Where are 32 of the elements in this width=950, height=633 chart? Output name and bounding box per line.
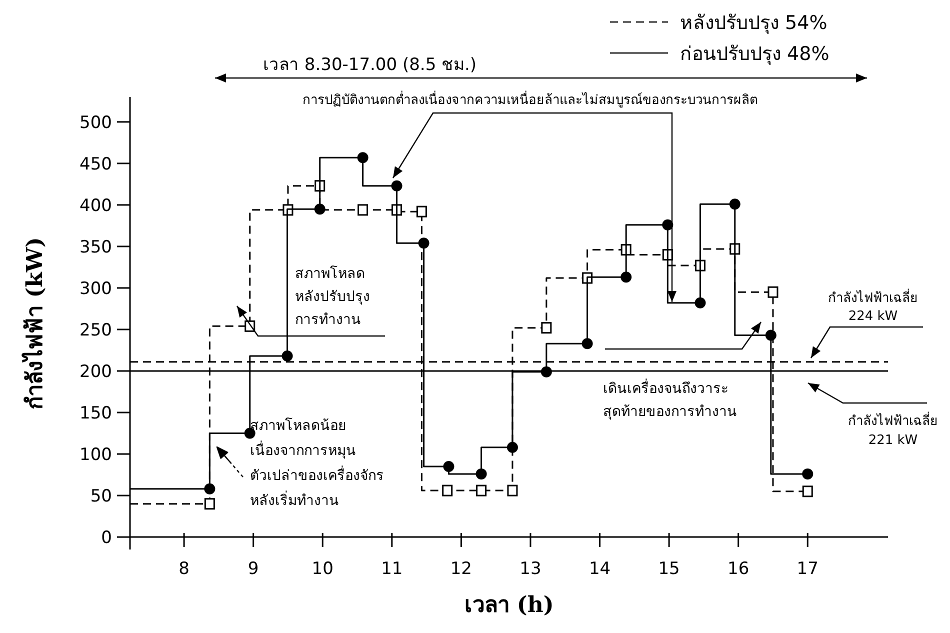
annotation: สภาพโหลด หลังปรับปรุง การทำงาน [295,265,370,328]
y-tick-label: 150 [80,404,112,424]
y-tick-label: 500 [80,112,112,133]
x-tick-label: 15 [658,559,680,580]
y-tick-label: 450 [80,154,112,174]
y-tick-label: 0 [101,528,112,548]
x-tick-label: 12 [450,559,472,580]
x-tick-label: 16 [728,559,750,580]
y-tick-label: 350 [80,237,112,258]
x-axis-title: เวลา (h) [464,592,554,618]
annotation: การปฏิบัติงานตกต่ำลงเนื่องจากความเหนื่อยล้าและไม่สมบูรณ์ของกระบวนการผลิต [302,91,758,108]
legend-label: หลังปรับปรุง 54% [680,12,828,35]
x-tick-label: 9 [248,559,259,580]
x-tick-label: 8 [178,559,190,580]
legend-label: ก่อนปรับปรุง 48% [680,43,830,66]
x-tick-label: 13 [520,559,542,580]
annotation: กำลังไฟฟ้าเฉลี่ย 221 kW [848,412,938,448]
text: เวลา 8.30-17.00 (8.5 ชม.) [263,55,477,75]
y-tick-label: 250 [80,320,112,340]
y-tick-label: 400 [80,196,112,216]
y-tick-label: 50 [90,486,112,507]
y-tick-label: 200 [80,362,112,382]
x-tick-label: 17 [796,559,818,580]
x-tick-label: 10 [312,559,334,580]
y-tick-label: 100 [80,445,112,466]
y-tick-label: 300 [80,278,112,299]
x-tick-label: 11 [381,559,403,580]
y-axis-title: กำลังไฟฟ้า (kW) [21,237,48,410]
annotation: กำลังไฟฟ้าเฉลี่ย 224 kW [828,289,918,324]
annotation: สภาพโหลดน้อย เนื่องจากการหมุน ตัวเปล่าของเครื่องจักร หลังเริ่มทำงาน [250,417,384,509]
x-tick-label: 14 [588,559,611,580]
annotation: เดินเครื่องจนถึงวาระ สุดท้ายของการทำงาน [603,379,737,420]
